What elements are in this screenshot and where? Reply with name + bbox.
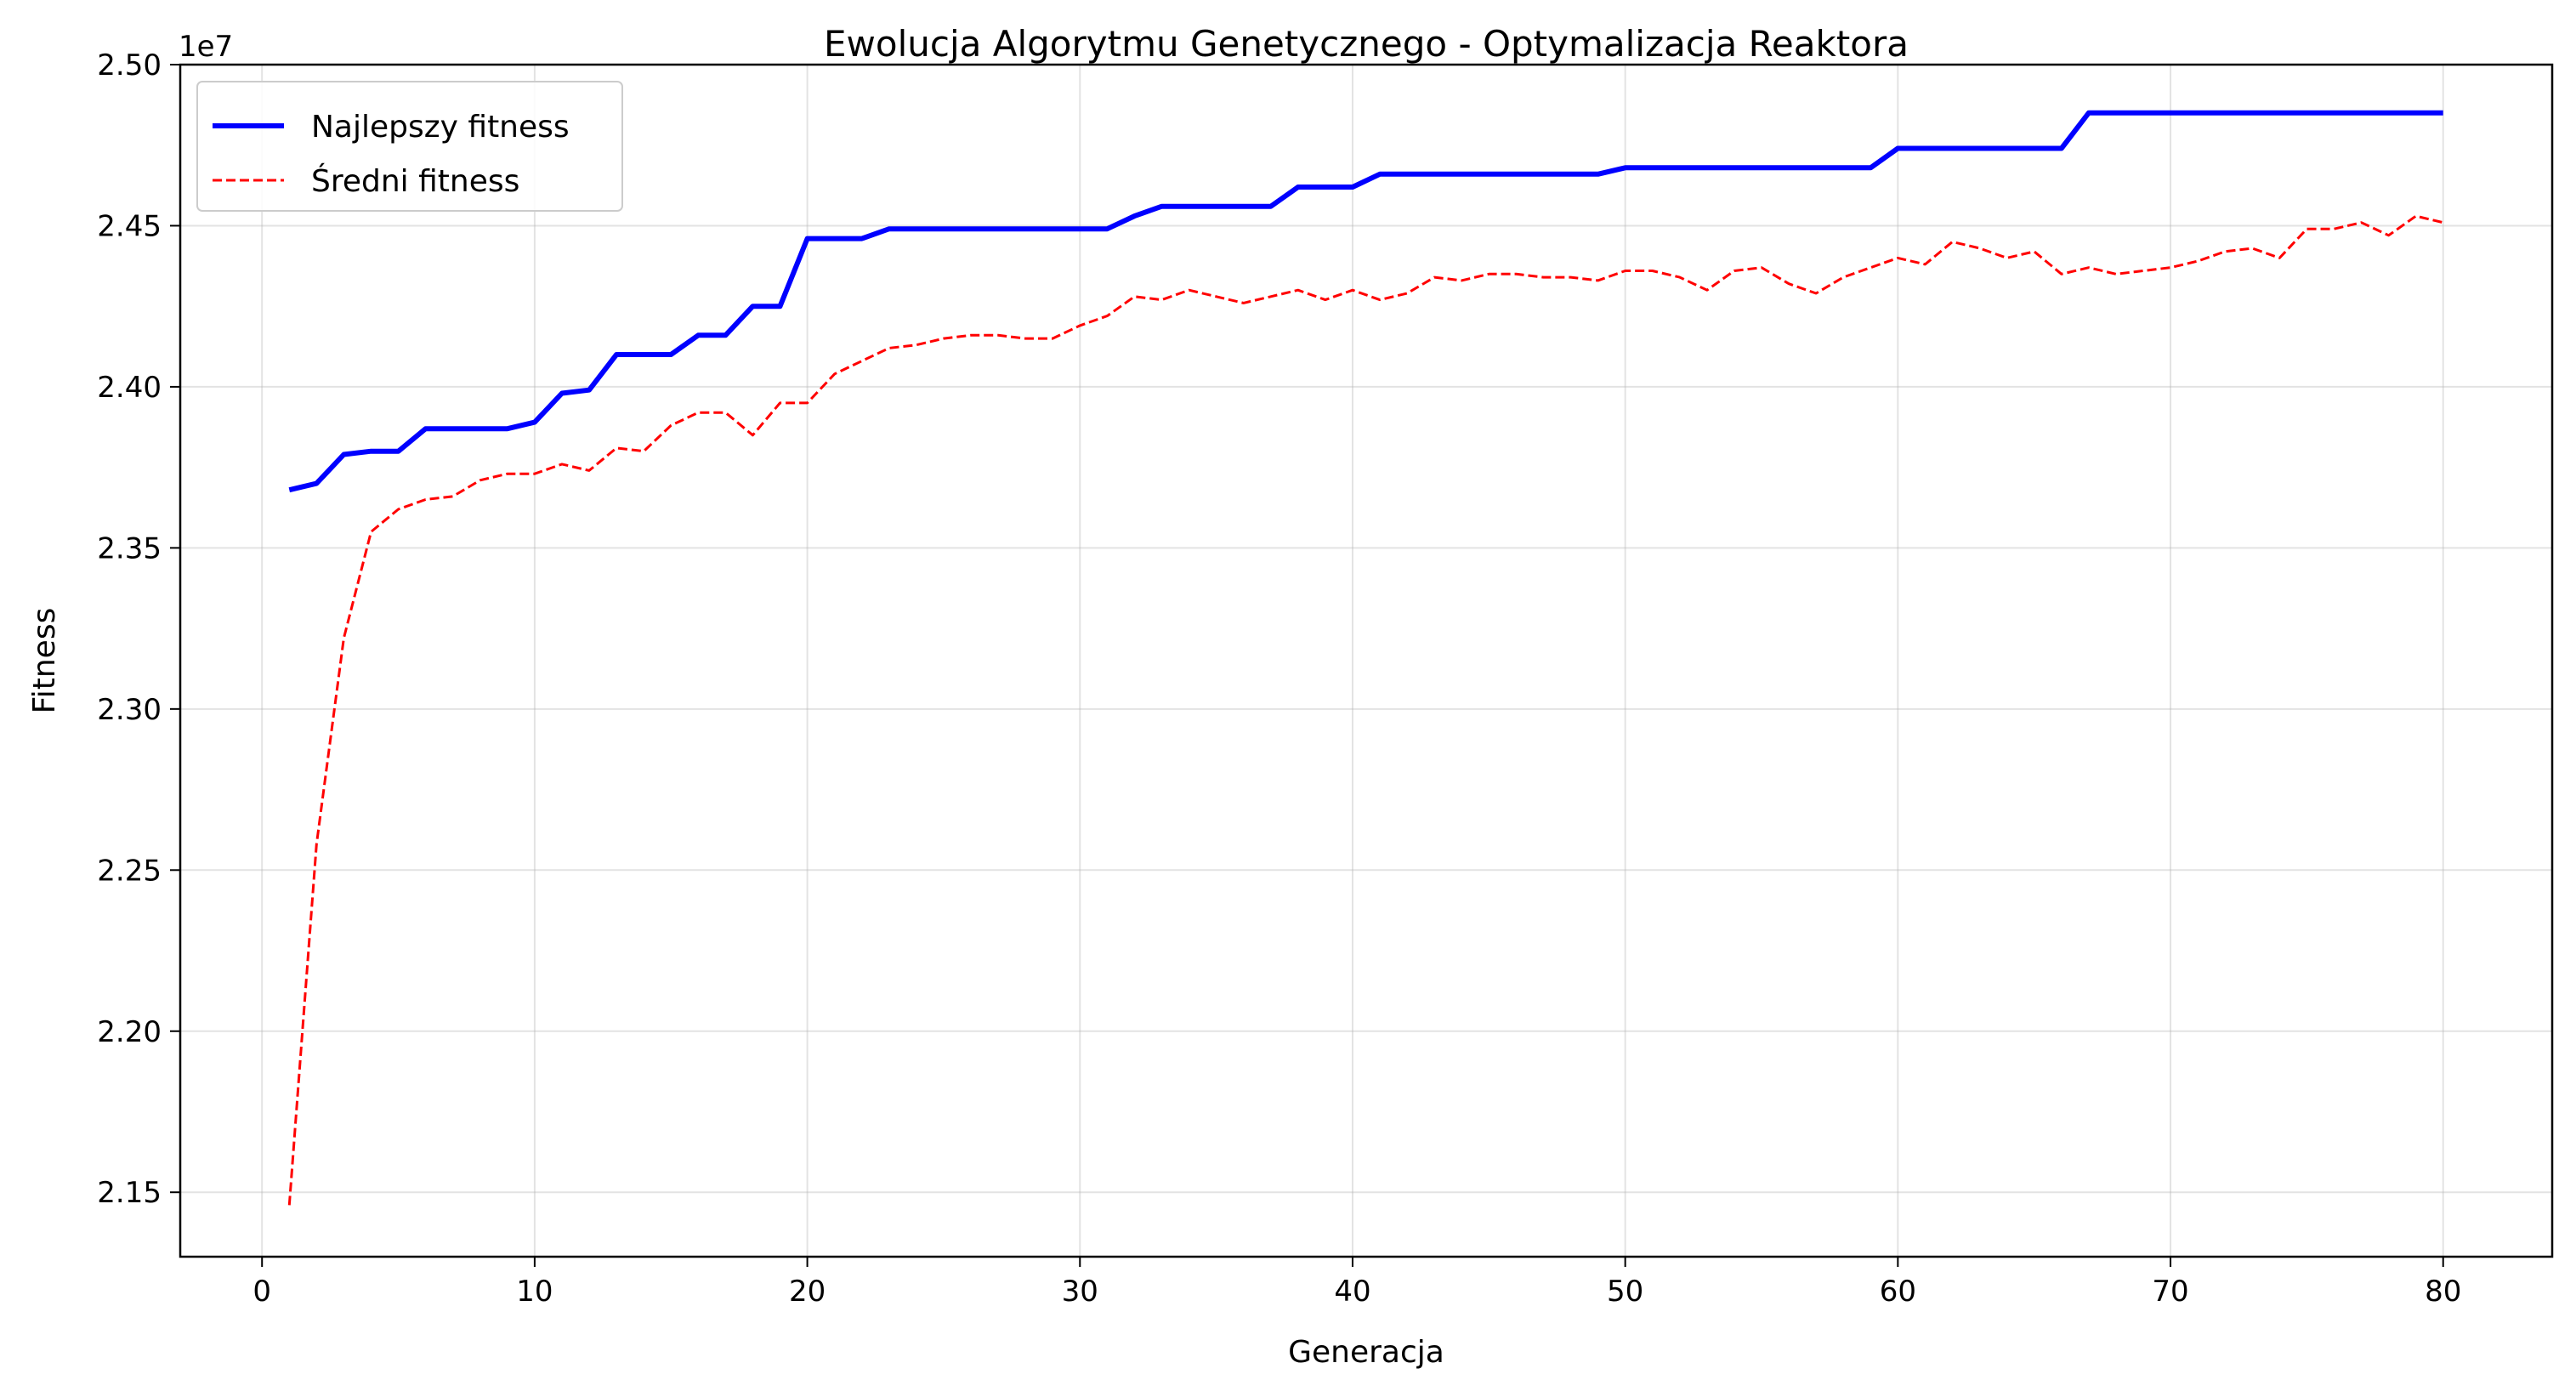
- y-tick-label: 2.50: [97, 48, 162, 82]
- y-axis-ticks: 2.15 2.20 2.25 2.30 2.35 2.40 2.45 2.50: [97, 48, 180, 1210]
- series-line-best-fitness: [288, 110, 2443, 493]
- x-tick-label: 60: [1880, 1275, 1916, 1309]
- legend-label-mean: Średni fitness: [311, 163, 519, 199]
- series-lines: [287, 110, 2444, 1206]
- x-tick-label: 0: [252, 1275, 271, 1309]
- x-tick-label: 50: [1607, 1275, 1643, 1309]
- y-tick-label: 2.40: [97, 371, 162, 405]
- y-axis-label: Fitness: [27, 608, 62, 714]
- y-tick-label: 2.45: [97, 209, 162, 243]
- x-tick-label: 70: [2152, 1275, 2188, 1309]
- y-tick-label: 2.25: [97, 854, 162, 888]
- legend: Najlepszy fitness Średni fitness: [196, 81, 623, 212]
- x-tick-label: 80: [2425, 1275, 2461, 1309]
- y-tick-label: 2.15: [97, 1176, 162, 1210]
- x-axis-ticks: 0 10 20 30 40 50 60 70 80: [252, 1257, 2461, 1309]
- y-tick-label: 2.30: [97, 693, 162, 727]
- x-axis-label: Generacja: [1288, 1335, 1444, 1370]
- plot-frame: [179, 63, 2554, 1258]
- x-tick-label: 10: [516, 1275, 553, 1309]
- y-offset-label: 1e7: [179, 30, 233, 64]
- grid-lines: [180, 64, 2552, 1257]
- y-tick-label: 2.20: [97, 1015, 162, 1049]
- x-tick-label: 40: [1334, 1275, 1370, 1309]
- legend-box: [196, 81, 623, 212]
- series-line-mean-fitness: [287, 214, 2444, 1206]
- legend-label-best: Najlepszy fitness: [311, 110, 570, 145]
- y-tick-label: 2.35: [97, 531, 162, 565]
- x-tick-label: 20: [789, 1275, 826, 1309]
- x-tick-label: 30: [1062, 1275, 1098, 1309]
- chart-title: Ewolucja Algorytmu Genetycznego - Optyma…: [824, 23, 1909, 65]
